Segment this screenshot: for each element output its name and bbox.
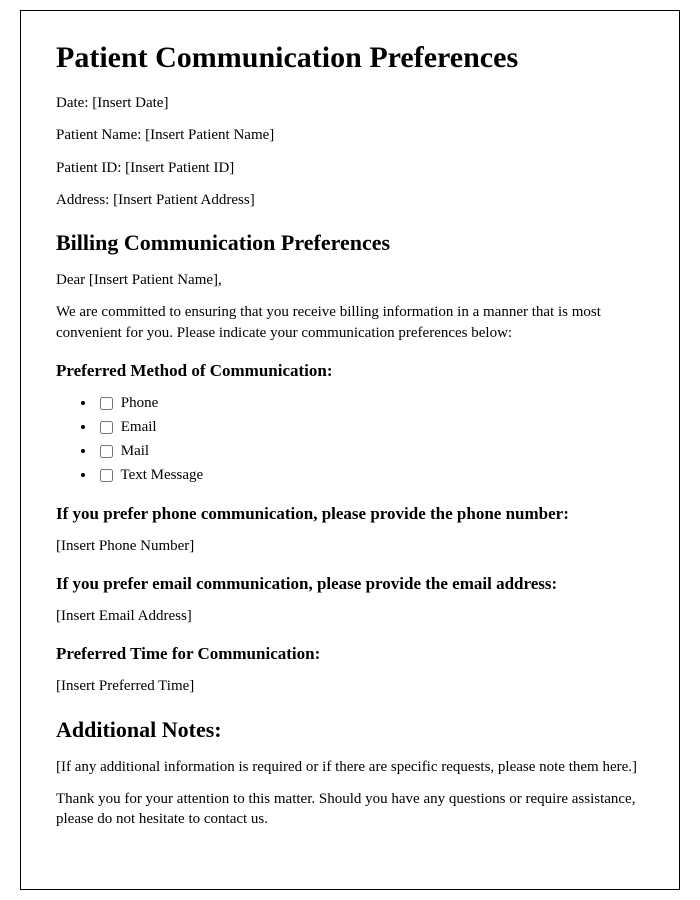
checkbox-text[interactable] [100,469,113,482]
email-heading: If you prefer email communication, pleas… [56,574,644,594]
checkbox-email[interactable] [100,421,113,434]
address-line: Address: [Insert Patient Address] [56,190,644,210]
address-value: [Insert Patient Address] [113,192,255,208]
patient-name-line: Patient Name: [Insert Patient Name] [56,125,644,145]
phone-heading: If you prefer phone communication, pleas… [56,504,644,524]
list-item: Text Message [96,465,644,486]
name-value: [Insert Patient Name] [145,127,274,143]
id-label: Patient ID: [56,160,125,176]
address-label: Address: [56,192,113,208]
salutation: Dear [Insert Patient Name], [56,270,644,290]
checkbox-phone[interactable] [100,397,113,410]
intro-text: We are committed to ensuring that you re… [56,302,644,343]
id-value: [Insert Patient ID] [125,160,234,176]
method-heading: Preferred Method of Communication: [56,361,644,381]
billing-section-heading: Billing Communication Preferences [56,230,644,256]
list-item: Email [96,417,644,438]
method-label: Mail [121,443,149,459]
list-item: Mail [96,441,644,462]
notes-value: [If any additional information is requir… [56,757,644,777]
email-value: [Insert Email Address] [56,606,644,626]
page-title: Patient Communication Preferences [56,41,644,75]
method-label: Text Message [120,467,203,483]
notes-heading: Additional Notes: [56,717,644,743]
method-label: Phone [121,395,159,411]
time-heading: Preferred Time for Communication: [56,644,644,664]
closing-text: Thank you for your attention to this mat… [56,789,644,830]
date-value: [Insert Date] [92,95,168,111]
name-label: Patient Name: [56,127,145,143]
checkbox-mail[interactable] [100,445,113,458]
method-label: Email [121,419,157,435]
phone-value: [Insert Phone Number] [56,536,644,556]
method-list: Phone Email Mail Text Message [56,393,644,486]
document-page: Patient Communication Preferences Date: … [20,10,680,890]
date-label: Date: [56,95,92,111]
date-line: Date: [Insert Date] [56,93,644,113]
time-value: [Insert Preferred Time] [56,676,644,696]
patient-id-line: Patient ID: [Insert Patient ID] [56,158,644,178]
list-item: Phone [96,393,644,414]
